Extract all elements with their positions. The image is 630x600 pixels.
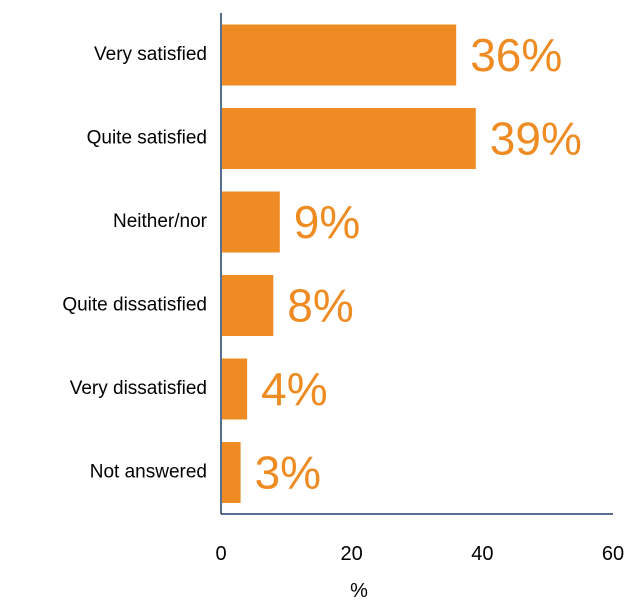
category-label-neither-nor: Neither/nor bbox=[113, 211, 208, 232]
data-label-quite-satisfied: 39% bbox=[490, 113, 582, 165]
x-axis-title: % bbox=[350, 580, 368, 600]
category-label-quite-satisfied: Quite satisfied bbox=[87, 128, 207, 149]
data-label-quite-dissatisfied: 8% bbox=[287, 280, 353, 332]
bars-group bbox=[222, 24, 476, 503]
bar-not-answered bbox=[222, 442, 241, 503]
bar-very-dissatisfied bbox=[222, 358, 248, 420]
category-labels: Very satisfied Quite satisfied Neither/nor… bbox=[62, 44, 207, 483]
bar-quite-dissatisfied bbox=[222, 275, 274, 336]
bar-quite-satisfied bbox=[222, 108, 476, 169]
x-tick-label-40: 40 bbox=[471, 543, 493, 565]
category-label-very-dissatisfied: Very dissatisfied bbox=[70, 378, 207, 399]
bar-very-satisfied bbox=[222, 24, 457, 86]
tick-labels: 0 20 40 60 bbox=[215, 543, 624, 565]
x-tick-label-60: 60 bbox=[602, 543, 624, 565]
data-label-very-dissatisfied: 4% bbox=[261, 363, 327, 415]
x-tick-label-0: 0 bbox=[215, 543, 226, 565]
axes bbox=[220, 13, 613, 515]
bar-neither-nor bbox=[222, 191, 280, 253]
data-label-neither-nor: 9% bbox=[294, 196, 360, 248]
x-tick-label-20: 20 bbox=[341, 543, 363, 565]
data-label-not-answered: 3% bbox=[255, 447, 321, 499]
category-label-very-satisfied: Very satisfied bbox=[94, 44, 207, 65]
category-label-not-answered: Not answered bbox=[90, 462, 207, 483]
category-label-quite-dissatisfied: Quite dissatisfied bbox=[62, 295, 207, 316]
data-labels: 36% 39% 9% 8% 4% 3% bbox=[255, 29, 582, 499]
data-label-very-satisfied: 36% bbox=[470, 29, 562, 81]
